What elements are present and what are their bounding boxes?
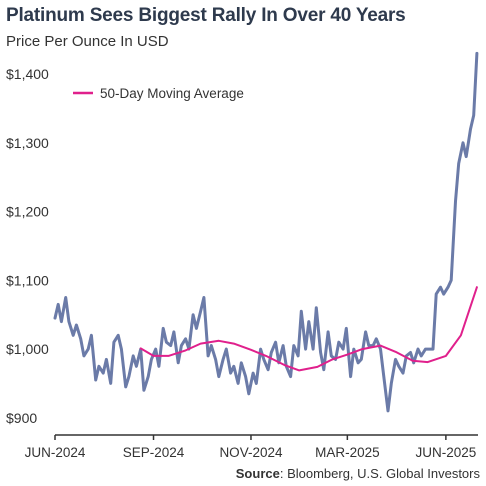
moving-average-series-line xyxy=(139,286,478,372)
x-tick-label: NOV-2024 xyxy=(219,445,283,460)
y-tick-label: $1,200 xyxy=(6,204,49,220)
x-tick-label: JUN-2024 xyxy=(25,445,86,460)
legend-label-moving-average: 50-Day Moving Average xyxy=(100,86,244,101)
y-tick-label: $900 xyxy=(6,410,37,426)
legend: 50-Day Moving Average xyxy=(73,86,244,101)
source-note: Source: Bloomberg, U.S. Global Investors xyxy=(236,466,480,481)
chart-subtitle: Price Per Ounce In USD xyxy=(6,33,169,50)
y-tick-label: $1,000 xyxy=(6,341,49,357)
price-series-line xyxy=(53,51,479,413)
y-tick-label: $1,100 xyxy=(6,272,49,288)
x-tick-label: SEP-2024 xyxy=(123,445,185,460)
y-tick-label: $1,400 xyxy=(6,66,49,82)
x-tick-label: MAR-2025 xyxy=(315,445,380,460)
y-tick-label: $1,300 xyxy=(6,135,49,151)
x-tick-label: JUN-2025 xyxy=(415,445,476,460)
source-text: : Bloomberg, U.S. Global Investors xyxy=(279,466,480,481)
source-label: Source xyxy=(235,466,280,481)
chart-title: Platinum Sees Biggest Rally In Over 40 Y… xyxy=(6,5,406,26)
x-axis-ticks: JUN-2024 SEP-2024 NOV-2024 MAR-2025 JUN-2025 xyxy=(25,435,476,460)
y-axis-ticks: $900 $1,000 $1,100 $1,200 $1,300 $1,400 xyxy=(6,66,49,426)
